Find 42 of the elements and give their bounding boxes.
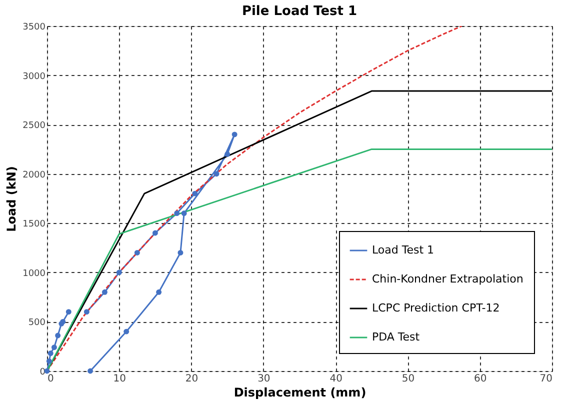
chart-title: Pile Load Test 1 (242, 4, 358, 19)
legend-label: Chin-Kondner Extrapolation (372, 272, 524, 286)
y-axis-title: Load (kN) (4, 166, 19, 232)
point (152, 230, 158, 236)
x-tick-label: 0 (48, 374, 54, 384)
legend-label: PDA Test (372, 330, 420, 344)
x-tick-label: 30 (258, 374, 270, 384)
x-tick-label: 50 (402, 374, 415, 384)
point (181, 210, 187, 216)
x-tick-label: 10 (113, 374, 126, 384)
point (224, 151, 230, 157)
y-tick-label: 3000 (22, 72, 46, 82)
point (51, 344, 57, 350)
y-tick-label: 2500 (22, 121, 46, 132)
x-axis-title: Displacement (mm) (234, 386, 366, 400)
point (88, 368, 94, 374)
point (102, 289, 108, 295)
point (192, 190, 198, 196)
point (66, 309, 72, 315)
point (134, 250, 140, 256)
point (48, 350, 54, 356)
point (178, 250, 184, 256)
x-tick-label: 70 (540, 374, 552, 384)
y-tick-label: 3500 (22, 22, 46, 32)
y-tick-label: 2000 (22, 170, 46, 180)
point (116, 270, 122, 276)
point (55, 332, 61, 338)
legend-label: LCPC Prediction CPT-12 (372, 302, 500, 314)
point (174, 210, 180, 216)
y-tick-label: 1500 (22, 220, 46, 230)
x-tick-label: 20 (185, 374, 198, 384)
x-tick-label: 60 (474, 374, 487, 384)
y-tick-label: 1000 (22, 268, 46, 279)
point (46, 358, 52, 364)
legend-label: Load Test 1 (372, 244, 434, 256)
point (214, 171, 220, 177)
y-tick-label: 500 (28, 318, 46, 328)
point (84, 309, 90, 315)
point (124, 328, 130, 334)
point (156, 289, 162, 295)
point (232, 132, 238, 138)
x-tick-label: 40 (330, 374, 342, 384)
